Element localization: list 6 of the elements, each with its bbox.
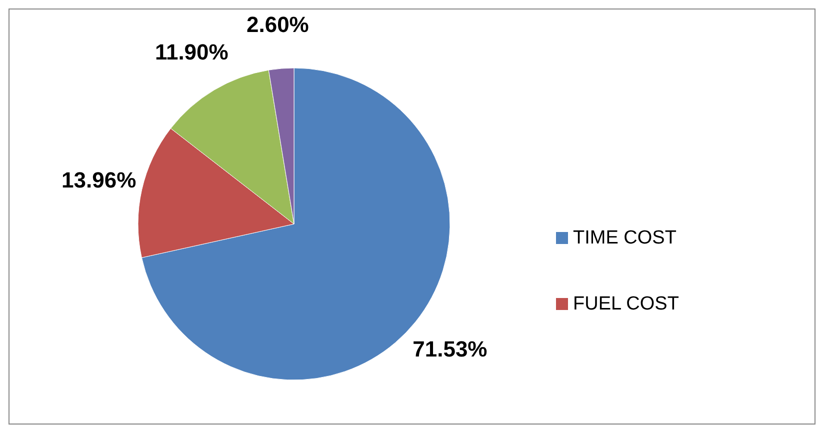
data-label: 13.96% — [62, 168, 136, 193]
data-label: 71.53% — [412, 336, 488, 362]
legend-label: FUEL COST — [573, 294, 680, 314]
legend-label: TIME COST — [573, 228, 677, 248]
data-label: 11.90% — [154, 40, 228, 65]
data-label: 2.60% — [246, 12, 309, 38]
